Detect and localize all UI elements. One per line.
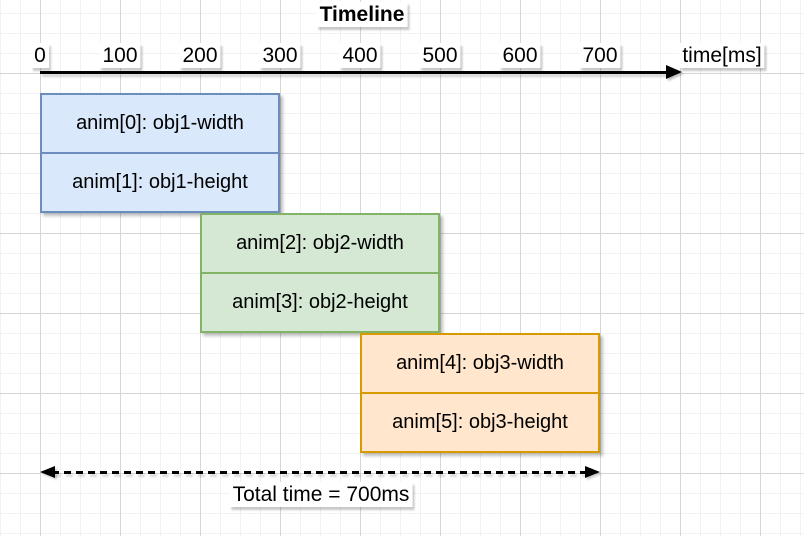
axis-tick-label-500: 500 bbox=[419, 43, 461, 68]
axis-tick-label-0: 0 bbox=[31, 43, 49, 68]
axis-tick-label-400: 400 bbox=[339, 43, 381, 68]
timeline-bar-anim2: anim[2]: obj2-width bbox=[236, 232, 404, 254]
axis-tick-label-600: 600 bbox=[499, 43, 541, 68]
timeline-bar-anim1: anim[1]: obj1-height bbox=[42, 152, 278, 211]
timeline-bar-anim0: anim[0]: obj1-width bbox=[76, 112, 244, 134]
axis-tick-label-200: 200 bbox=[179, 43, 221, 68]
total-time-arrow-line bbox=[52, 471, 588, 474]
axis-unit-label: time[ms] bbox=[679, 43, 765, 68]
total-time-arrowhead-left-icon bbox=[40, 466, 55, 478]
timeline-bar-anim4: anim[4]: obj3-width bbox=[396, 352, 564, 374]
total-time-label: Total time = 700ms bbox=[229, 482, 413, 507]
time-axis-arrowhead-icon bbox=[666, 65, 682, 79]
diagram-title: Timeline bbox=[316, 2, 408, 27]
timeline-bar-anim5: anim[5]: obj3-height bbox=[362, 392, 598, 451]
timeline-bar-group-obj1: anim[0]: obj1-width anim[1]: obj1-height bbox=[40, 93, 280, 213]
timeline-bar-anim3: anim[3]: obj2-height bbox=[202, 272, 438, 331]
axis-tick-label-300: 300 bbox=[259, 43, 301, 68]
total-time-arrowhead-right-icon bbox=[585, 466, 600, 478]
axis-tick-label-700: 700 bbox=[579, 43, 621, 68]
timeline-bar-group-obj3: anim[4]: obj3-width anim[5]: obj3-height bbox=[360, 333, 600, 453]
timeline-bar-group-obj2: anim[2]: obj2-width anim[3]: obj2-height bbox=[200, 213, 440, 333]
time-axis-line bbox=[40, 71, 670, 74]
axis-tick-label-100: 100 bbox=[99, 43, 141, 68]
